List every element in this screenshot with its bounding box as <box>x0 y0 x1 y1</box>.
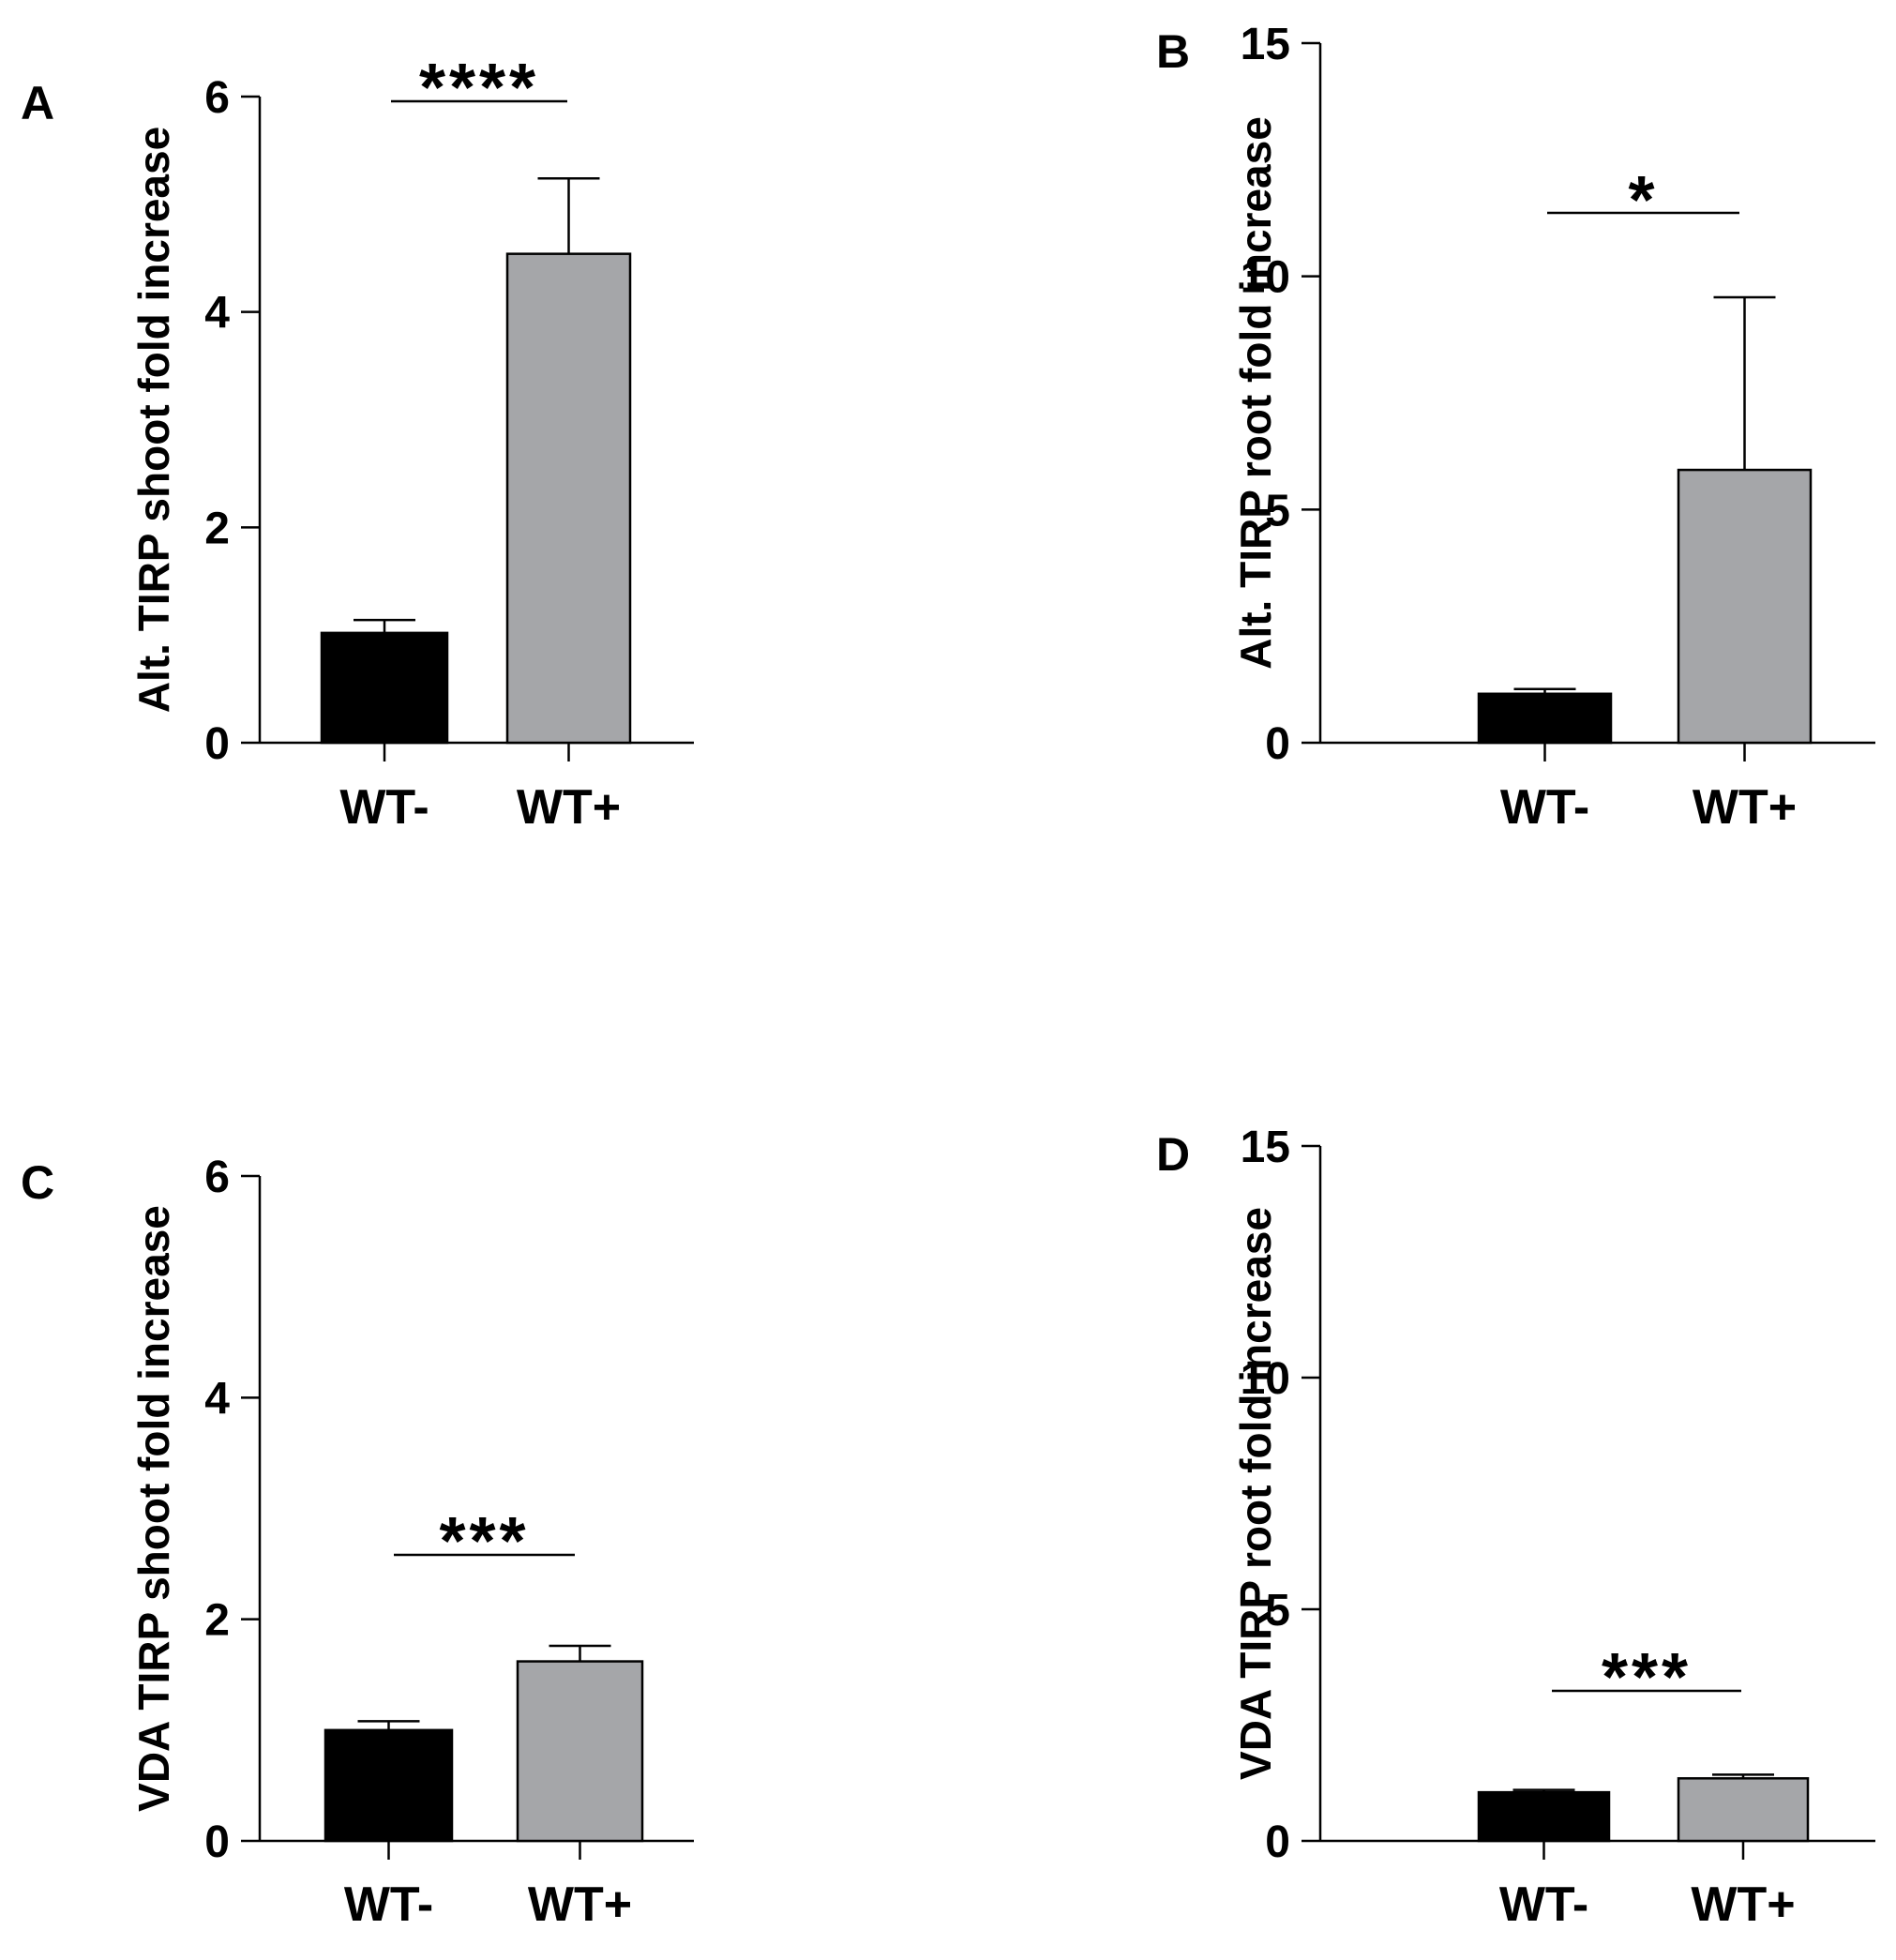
bar-wt-plus <box>516 1660 644 1843</box>
y-axis-label: Alt. TIRP root fold increase <box>1231 116 1280 670</box>
y-tick-label: 10 <box>1241 253 1290 303</box>
significance-stars: *** <box>1602 1640 1692 1715</box>
panel-c: C 0 2 4 6 WT- WT+ VDA TIRP shoot fold increase *… <box>21 1153 694 1932</box>
x-tick-label: WT- <box>1500 780 1589 835</box>
bar-wt-plus <box>505 252 632 745</box>
panel-b: B 0 5 10 15 WT- WT+ Alt. TIRP root fold increas… <box>1156 20 1875 835</box>
y-axis-label: Alt. TIRP shoot fold increase <box>129 127 178 713</box>
y-tick-label: 2 <box>204 504 230 553</box>
y-tick-label: 0 <box>204 1817 230 1867</box>
significance-stars: * <box>1628 163 1658 238</box>
panel-letter: B <box>1156 25 1190 78</box>
panel-letter: C <box>21 1156 54 1209</box>
panel-a: A 0 2 4 6 WT- WT+ Alt. TIRP shoot fold increase… <box>21 51 694 835</box>
y-tick-label: 5 <box>1265 1586 1290 1636</box>
x-tick-label: WT+ <box>517 780 621 835</box>
bar-wt-minus <box>324 1728 454 1843</box>
bar-wt-minus <box>320 631 449 745</box>
y-tick-label: 10 <box>1241 1354 1290 1404</box>
panel-letter: A <box>21 77 54 129</box>
x-tick-label: WT- <box>339 780 429 835</box>
y-tick-label: 5 <box>1265 486 1290 535</box>
y-tick-label: 4 <box>204 289 230 339</box>
y-tick-label: 6 <box>204 1153 230 1202</box>
y-axis-label: VDA TIRP shoot fold increase <box>129 1205 178 1812</box>
bar-wt-minus <box>1477 1790 1611 1843</box>
y-axis-label: VDA TIRP root fold increase <box>1231 1207 1280 1780</box>
bar-wt-plus <box>1677 468 1813 745</box>
y-tick-label: 4 <box>204 1374 230 1424</box>
panel-d: D 0 5 10 15 WT- WT+ VDA TIRP root fold increase… <box>1156 1123 1875 1932</box>
significance-stars: **** <box>419 51 539 126</box>
panel-letter: D <box>1156 1128 1190 1181</box>
x-tick-label: WT- <box>1499 1877 1588 1932</box>
significance-stars: *** <box>439 1504 529 1579</box>
x-tick-label: WT+ <box>528 1877 632 1932</box>
y-tick-label: 6 <box>204 73 230 123</box>
y-tick-label: 0 <box>204 719 230 769</box>
x-tick-label: WT- <box>344 1877 433 1932</box>
y-tick-label: 0 <box>1265 719 1290 769</box>
x-tick-label: WT+ <box>1691 1877 1795 1932</box>
y-tick-label: 0 <box>1265 1817 1290 1867</box>
x-tick-label: WT+ <box>1693 780 1797 835</box>
y-tick-label: 15 <box>1241 20 1290 69</box>
y-tick-label: 2 <box>204 1596 230 1646</box>
bar-wt-plus <box>1677 1777 1810 1843</box>
y-tick-label: 15 <box>1241 1123 1290 1172</box>
bar-wt-minus <box>1477 692 1613 745</box>
